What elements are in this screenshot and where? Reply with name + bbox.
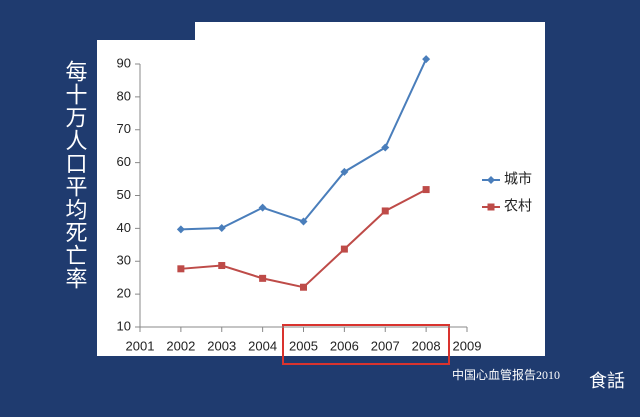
- marker: [299, 217, 308, 226]
- y-tick-label: 10: [117, 318, 131, 333]
- y-axis-label: 每十万人口平均死亡率: [63, 60, 88, 290]
- y-tick-label: 60: [117, 154, 131, 169]
- marker: [422, 55, 431, 64]
- marker: [340, 245, 348, 253]
- legend-marker: [487, 203, 495, 211]
- y-tick-label: 20: [117, 286, 131, 301]
- marker: [177, 265, 185, 273]
- marker: [381, 143, 390, 152]
- x-tick-label: 2007: [371, 338, 400, 353]
- legend-label: 城市: [504, 171, 532, 187]
- marker: [258, 203, 267, 212]
- marker: [176, 225, 185, 234]
- logo: 食話: [589, 371, 625, 391]
- x-tick-label: 2003: [207, 338, 236, 353]
- marker: [340, 167, 349, 176]
- legend-label: 农村: [504, 198, 532, 214]
- legend-marker: [487, 176, 495, 184]
- x-tick-label: 2004: [248, 338, 277, 353]
- x-tick-label: 2005: [289, 338, 318, 353]
- marker: [300, 283, 307, 291]
- y-tick-label: 30: [117, 253, 131, 268]
- marker: [381, 207, 389, 215]
- y-tick-label: 70: [117, 121, 131, 136]
- x-tick-label: 2002: [166, 338, 195, 353]
- x-tick-label: 2001: [126, 338, 155, 353]
- y-tick-label: 90: [117, 55, 131, 70]
- x-tick-label: 2006: [330, 338, 359, 353]
- footer: 中国心血管报告2010: [452, 367, 560, 382]
- x-tick-label: 2009: [453, 338, 482, 353]
- marker: [218, 262, 226, 270]
- marker: [259, 274, 267, 282]
- chart-panel: [97, 40, 545, 356]
- y-tick-label: 40: [117, 220, 131, 235]
- x-tick-label: 2008: [412, 338, 441, 353]
- chart-panel-top: [195, 22, 545, 42]
- y-tick-label: 80: [117, 88, 131, 103]
- marker: [217, 224, 226, 233]
- highlight-box: [282, 324, 450, 365]
- marker: [422, 186, 430, 194]
- y-tick-label: 50: [117, 187, 131, 202]
